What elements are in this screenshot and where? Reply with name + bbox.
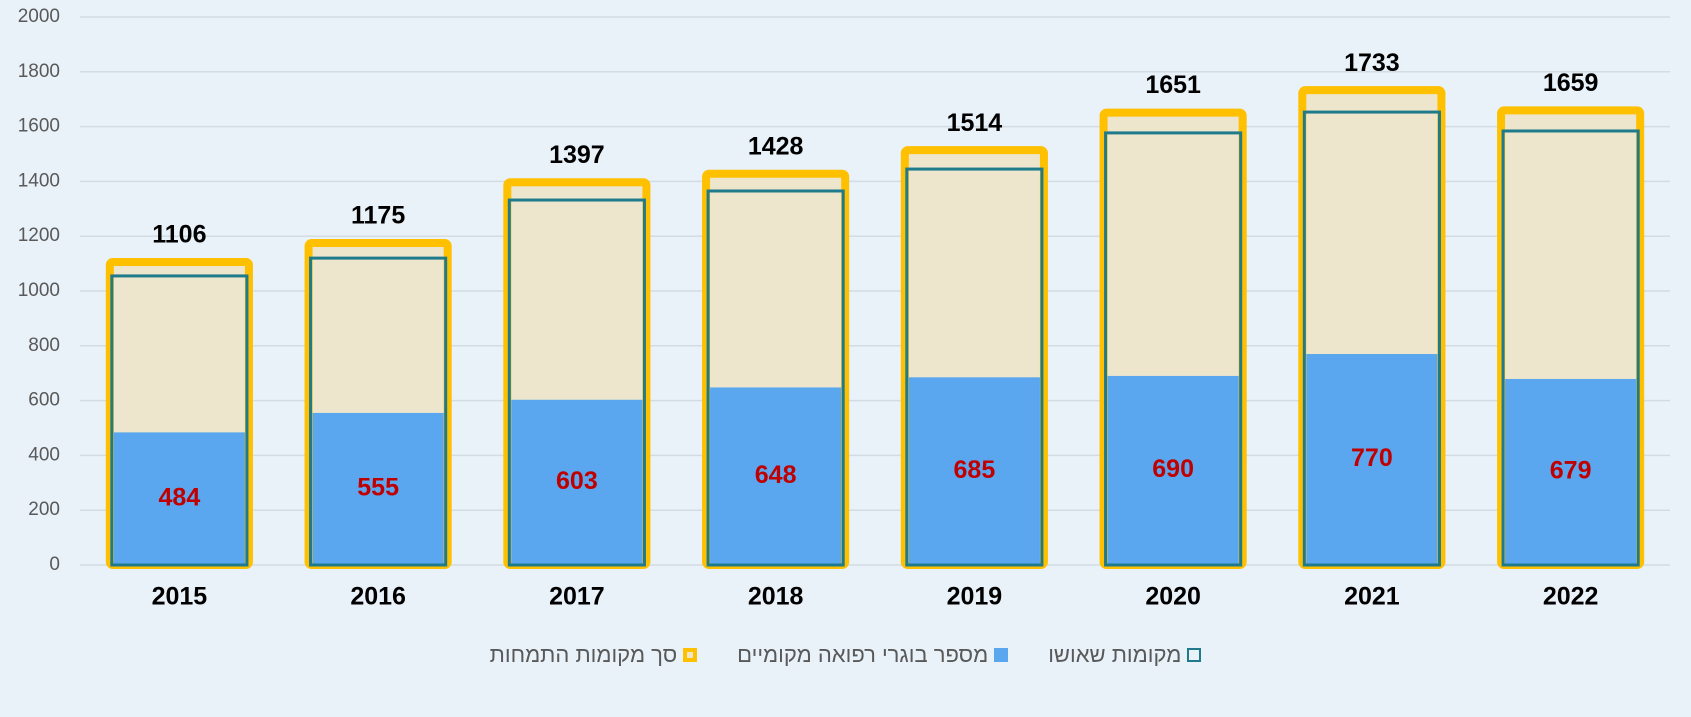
- total-label: 1514: [947, 109, 1003, 137]
- y-tick-label: 0: [49, 554, 60, 575]
- local-bar: [113, 432, 245, 565]
- legend: מקומות שאושו מספר בוגרי רפואה מקומיים סך מ…: [0, 640, 1691, 670]
- x-tick-label: 2019: [947, 583, 1003, 611]
- legend-item: מקומות שאושו: [1048, 640, 1202, 670]
- y-tick-label: 1400: [18, 170, 60, 191]
- legend-swatch: [683, 648, 698, 662]
- legend-label: מקומות שאושו: [1048, 642, 1182, 667]
- x-tick-label: 2021: [1344, 583, 1400, 611]
- total-label: 1733: [1344, 49, 1400, 77]
- y-tick-label: 1800: [18, 61, 60, 82]
- total-label: 1106: [152, 221, 206, 249]
- x-tick-label: 2022: [1543, 583, 1599, 611]
- local-label: 685: [954, 456, 996, 484]
- y-tick-label: 200: [28, 499, 60, 520]
- x-tick-label: 2016: [350, 583, 406, 611]
- local-bar: [511, 399, 643, 565]
- local-bar: [908, 377, 1040, 565]
- legend-item: מספר בוגרי רפואה מקומיים: [737, 640, 1009, 670]
- filled-bar: [507, 198, 646, 567]
- local-label: 648: [755, 461, 797, 489]
- local-bar: [1505, 378, 1637, 565]
- filled-bar: [905, 167, 1044, 567]
- filled-bar: [706, 189, 845, 567]
- local-bar: [312, 412, 444, 565]
- filled-bar: [1104, 131, 1243, 567]
- local-label: 770: [1351, 444, 1393, 472]
- local-bar: [1306, 354, 1438, 565]
- local-label: 484: [159, 483, 201, 511]
- x-tick-label: 2015: [152, 583, 208, 611]
- total-label: 1428: [748, 132, 804, 160]
- y-tick-label: 1200: [18, 225, 60, 246]
- y-tick-label: 1000: [18, 280, 60, 301]
- plot: 0 200 400 600 800 1000 1200 1400 1600 1800 2000 110…: [18, 6, 1670, 611]
- legend-label: סך מקומות התמחות: [489, 642, 678, 667]
- filled-bar: [309, 256, 448, 567]
- y-tick-label: 2000: [18, 6, 60, 27]
- total-label: 1175: [351, 202, 405, 230]
- legend-swatch: [994, 648, 1009, 662]
- local-label: 690: [1152, 455, 1194, 483]
- legend-item: סך מקומות התמחות: [489, 640, 698, 670]
- filled-bar: [1302, 110, 1441, 567]
- local-bar: [1107, 375, 1239, 565]
- total-label: 1659: [1543, 69, 1599, 97]
- legend-swatch: [1187, 648, 1202, 662]
- y-tick-label: 800: [28, 335, 60, 356]
- local-bar: [710, 387, 842, 565]
- x-tick-label: 2018: [748, 583, 804, 611]
- x-tick-label: 2020: [1145, 583, 1201, 611]
- x-tick-label: 2017: [549, 583, 605, 611]
- y-tick-label: 600: [28, 390, 60, 411]
- legend-label: מספר בוגרי רפואה מקומיים: [737, 642, 989, 667]
- local-label: 679: [1550, 457, 1592, 485]
- y-tick-label: 1600: [18, 116, 60, 137]
- total-label: 1651: [1145, 71, 1201, 99]
- local-label: 555: [357, 474, 399, 502]
- total-label: 1397: [549, 141, 605, 169]
- filled-bar: [1501, 129, 1640, 567]
- local-label: 603: [556, 467, 598, 495]
- filled-bar: [110, 274, 249, 567]
- y-tick-label: 400: [28, 444, 60, 465]
